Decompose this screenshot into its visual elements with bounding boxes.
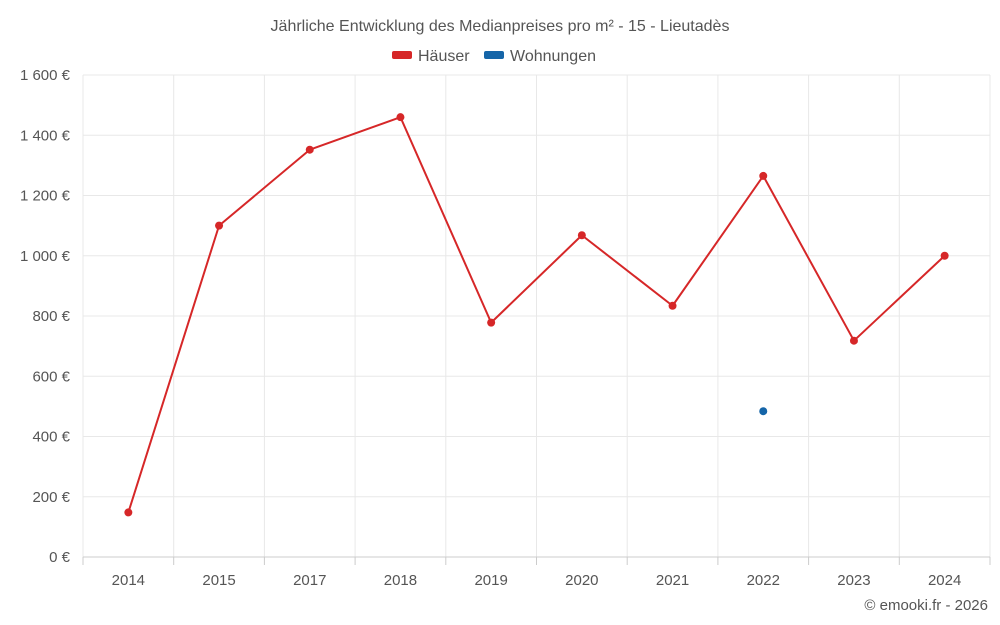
legend-swatch-wohnungen bbox=[484, 51, 504, 59]
x-tick-label: 2015 bbox=[202, 572, 235, 589]
credit-text: © emooki.fr - 2026 bbox=[864, 597, 988, 614]
legend: Häuser Wohnungen bbox=[392, 48, 596, 65]
y-tick-label: 400 € bbox=[32, 429, 70, 446]
series-haeuser bbox=[124, 113, 949, 517]
x-tick-label: 2024 bbox=[928, 572, 961, 589]
chart-title: Jährliche Entwicklung des Medianpreises … bbox=[271, 18, 730, 35]
series-wohnungen bbox=[759, 407, 768, 416]
data-point[interactable] bbox=[487, 318, 496, 327]
data-point[interactable] bbox=[759, 171, 768, 180]
series bbox=[124, 113, 949, 517]
x-tick-label: 2019 bbox=[474, 572, 507, 589]
legend-label-wohnungen: Wohnungen bbox=[510, 48, 596, 65]
x-tick-label: 2018 bbox=[384, 572, 417, 589]
data-point[interactable] bbox=[759, 407, 768, 416]
series-line bbox=[127, 116, 946, 513]
data-point[interactable] bbox=[668, 301, 677, 310]
y-tick-label: 800 € bbox=[32, 308, 70, 325]
x-tick-label: 2020 bbox=[565, 572, 598, 589]
data-point[interactable] bbox=[940, 251, 949, 260]
data-point[interactable] bbox=[305, 145, 314, 154]
y-tick-label: 0 € bbox=[49, 549, 71, 566]
data-point[interactable] bbox=[396, 113, 405, 122]
y-tick-label: 1 400 € bbox=[20, 127, 71, 144]
legend-swatch-haeuser bbox=[392, 51, 412, 59]
legend-item-haeuser[interactable]: Häuser bbox=[392, 48, 470, 65]
legend-label-haeuser: Häuser bbox=[418, 48, 470, 65]
data-point[interactable] bbox=[577, 231, 586, 240]
y-tick-label: 200 € bbox=[32, 489, 70, 506]
x-tick-label: 2023 bbox=[837, 572, 870, 589]
y-tick-label: 1 600 € bbox=[20, 67, 71, 84]
axes bbox=[82, 556, 991, 565]
legend-item-wohnungen[interactable]: Wohnungen bbox=[484, 48, 596, 65]
x-tick-label: 2017 bbox=[293, 572, 326, 589]
y-tick-labels: 0 € 200 € 400 € 600 € 800 € 1 000 € 1 200 € 1 4… bbox=[20, 67, 71, 566]
y-tick-label: 600 € bbox=[32, 368, 70, 385]
x-tick-label: 2021 bbox=[656, 572, 689, 589]
grid bbox=[82, 74, 991, 557]
data-point[interactable] bbox=[124, 508, 133, 517]
data-point[interactable] bbox=[849, 336, 858, 345]
x-tick-label: 2014 bbox=[112, 572, 145, 589]
y-tick-label: 1 200 € bbox=[20, 188, 71, 205]
x-tick-label: 2022 bbox=[747, 572, 780, 589]
y-tick-label: 1 000 € bbox=[20, 248, 71, 265]
data-point[interactable] bbox=[215, 221, 224, 230]
x-tick-labels: 2014 2015 2017 2018 2019 2020 2021 2022 2023 2024 bbox=[112, 572, 962, 589]
